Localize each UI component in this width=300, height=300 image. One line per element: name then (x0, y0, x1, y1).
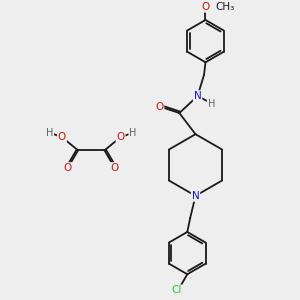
Text: N: N (194, 91, 201, 101)
Text: CH₃: CH₃ (216, 2, 235, 12)
Text: O: O (64, 163, 72, 173)
Text: H: H (46, 128, 53, 138)
Text: O: O (201, 2, 210, 12)
Text: H: H (208, 99, 215, 109)
Text: O: O (58, 132, 66, 142)
Text: Cl: Cl (172, 285, 182, 296)
Text: H: H (129, 128, 137, 138)
Text: O: O (155, 102, 164, 112)
Text: O: O (111, 163, 119, 173)
Text: O: O (116, 132, 125, 142)
Text: N: N (192, 191, 200, 201)
